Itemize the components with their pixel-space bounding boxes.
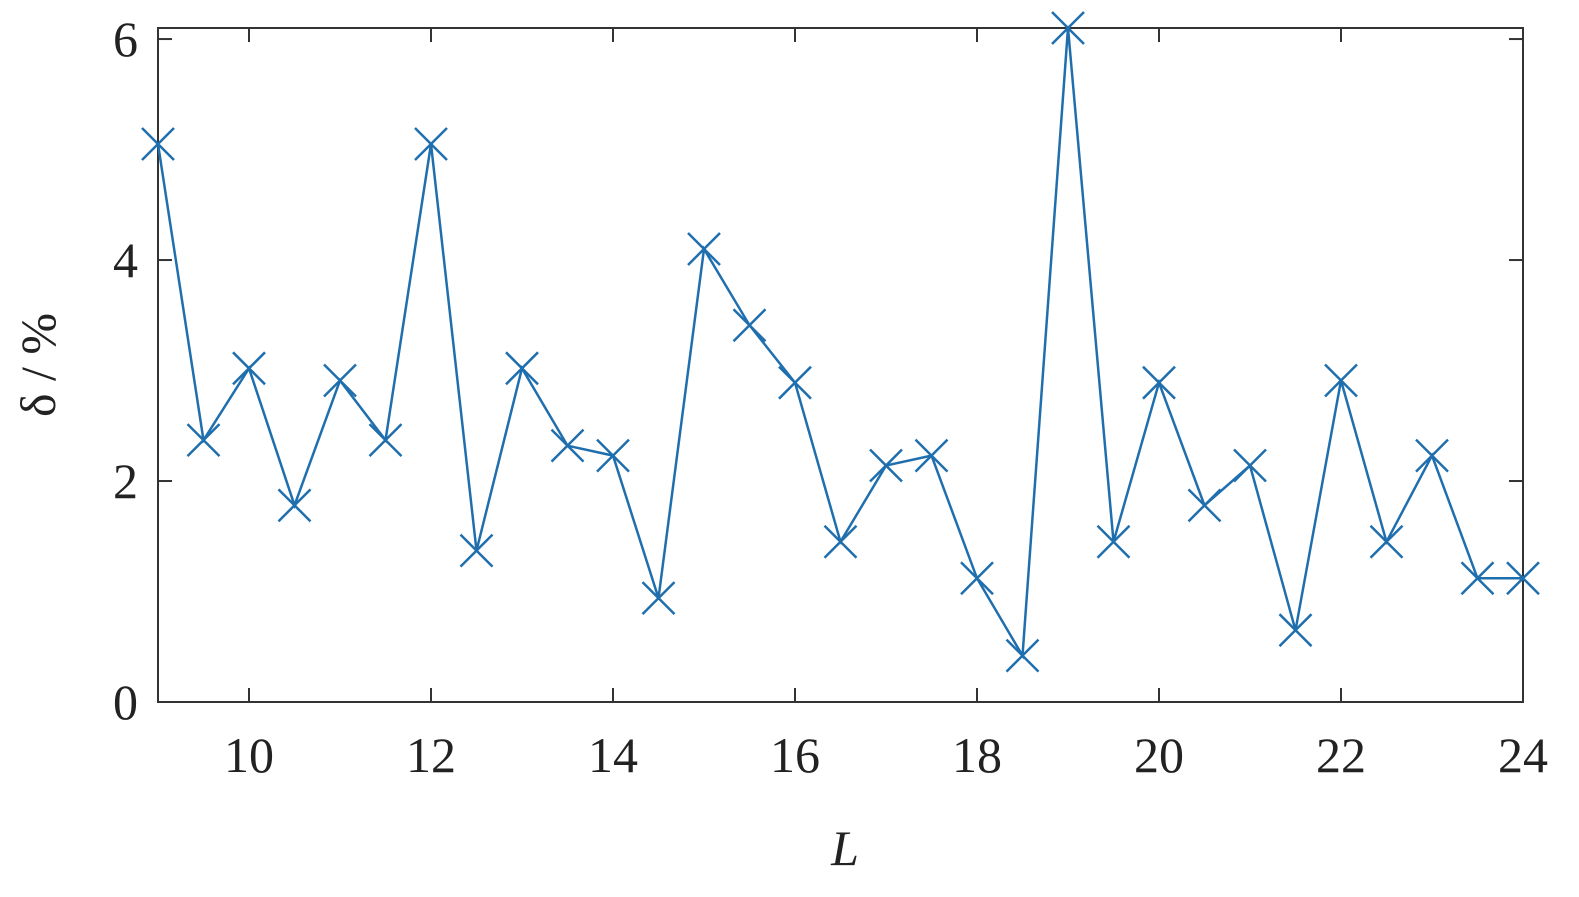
marker bbox=[1051, 11, 1085, 45]
marker bbox=[505, 351, 539, 386]
marker bbox=[1415, 438, 1449, 473]
x-axis-label: L bbox=[830, 820, 859, 876]
x-tick-label: 16 bbox=[770, 727, 820, 783]
y-tick-label: 6 bbox=[113, 11, 138, 67]
x-tick-label: 12 bbox=[406, 727, 456, 783]
marker bbox=[869, 448, 903, 483]
marker bbox=[960, 561, 994, 596]
x-tick-label: 18 bbox=[952, 727, 1002, 783]
data-line bbox=[156, 27, 1523, 660]
marker bbox=[368, 423, 403, 458]
marker bbox=[1005, 638, 1040, 673]
marker bbox=[232, 351, 266, 386]
marker bbox=[550, 428, 585, 463]
marker bbox=[687, 232, 721, 266]
marker bbox=[1233, 448, 1267, 483]
x-tick-label: 20 bbox=[1134, 727, 1184, 783]
marker bbox=[1506, 561, 1540, 596]
y-tick-label: 0 bbox=[113, 674, 138, 730]
marker bbox=[186, 423, 221, 458]
marker bbox=[1460, 561, 1495, 596]
marker bbox=[914, 438, 949, 473]
marker bbox=[414, 127, 448, 161]
y-tick-label: 4 bbox=[113, 232, 138, 288]
marker bbox=[778, 365, 812, 400]
marker bbox=[1187, 488, 1222, 523]
marker bbox=[1369, 524, 1404, 559]
plot-frame bbox=[157, 27, 1524, 703]
x-tick-label: 24 bbox=[1498, 727, 1548, 783]
x-tick-label: 14 bbox=[588, 727, 638, 783]
marker bbox=[277, 488, 312, 523]
marker bbox=[323, 363, 357, 398]
marker bbox=[141, 127, 175, 161]
x-tick-label: 10 bbox=[224, 727, 274, 783]
marker bbox=[596, 438, 630, 473]
marker bbox=[1324, 363, 1358, 398]
marker bbox=[1096, 524, 1131, 559]
marker bbox=[1142, 365, 1176, 400]
y-tick-label: 2 bbox=[113, 453, 138, 509]
marker bbox=[459, 533, 494, 568]
marker bbox=[1278, 613, 1313, 648]
marker bbox=[732, 308, 767, 343]
marker bbox=[641, 581, 676, 616]
x-tick-label: 22 bbox=[1316, 727, 1366, 783]
y-axis-label: δ / % bbox=[10, 313, 66, 417]
marker bbox=[823, 524, 858, 559]
